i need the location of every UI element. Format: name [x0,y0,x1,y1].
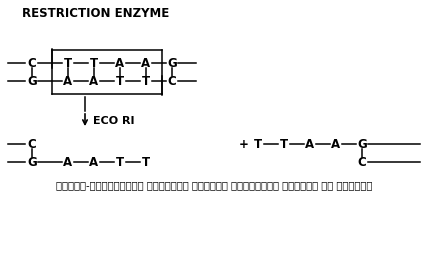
Text: चित्र-नियन्त्रण एन्जाइम द्वारा डी।एन।ए। क्षारक का काटना।: चित्र-नियन्त्रण एन्जाइम द्वारा डी।एन।ए। … [56,180,372,190]
Text: G: G [27,75,37,88]
Text: C: C [28,138,36,150]
Text: RESTRICTION ENZYME: RESTRICTION ENZYME [22,7,169,20]
Text: T: T [142,155,150,169]
Text: G: G [167,56,177,69]
Text: +: + [239,138,249,150]
Text: T: T [116,155,124,169]
Text: T: T [142,75,150,88]
Text: C: C [28,56,36,69]
Text: A: A [63,155,73,169]
Text: G: G [27,155,37,169]
Text: A: A [141,56,151,69]
Text: A: A [63,75,73,88]
Text: A: A [89,75,98,88]
Text: A: A [306,138,315,150]
Text: T: T [64,56,72,69]
Text: A: A [116,56,125,69]
Text: C: C [358,155,366,169]
Text: A: A [89,155,98,169]
Text: T: T [90,56,98,69]
Text: C: C [168,75,176,88]
Text: T: T [116,75,124,88]
Text: T: T [254,138,262,150]
Text: T: T [280,138,288,150]
Text: G: G [357,138,367,150]
Text: ECO RI: ECO RI [93,116,134,126]
Text: A: A [331,138,341,150]
